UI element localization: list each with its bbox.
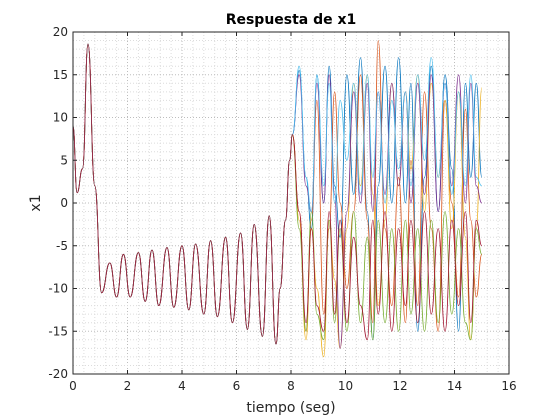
x-tick-label: 10 [338, 379, 353, 393]
y-tick-label: 10 [53, 111, 68, 125]
x-axis-label: tiempo (seg) [246, 400, 335, 416]
grid [72, 31, 510, 375]
x-tick-label: 16 [501, 379, 516, 393]
y-tick-label: 0 [60, 196, 68, 210]
x-tick-label: 12 [392, 379, 407, 393]
x-tick-label: 0 [69, 379, 77, 393]
x-tick-label: 4 [178, 379, 186, 393]
x-tick-label: 8 [287, 379, 295, 393]
y-tick-label: 15 [53, 68, 68, 82]
y-tick-label: -10 [48, 282, 68, 296]
series-lines [72, 40, 483, 358]
tick-marks [72, 31, 510, 375]
x-tick-label: 2 [124, 379, 132, 393]
y-tick-label: -20 [48, 367, 68, 381]
y-tick-label: -5 [56, 239, 68, 253]
x-tick-label: 6 [233, 379, 241, 393]
x-tick-label: 14 [447, 379, 462, 393]
y-tick-label: -15 [48, 324, 68, 338]
series-line-7 [72, 43, 483, 345]
y-axis-label: x1 [28, 194, 44, 211]
y-tick-label: 5 [60, 153, 68, 167]
chart-title: Respuesta de x1 [226, 12, 357, 28]
y-tick-label: 20 [53, 25, 68, 39]
